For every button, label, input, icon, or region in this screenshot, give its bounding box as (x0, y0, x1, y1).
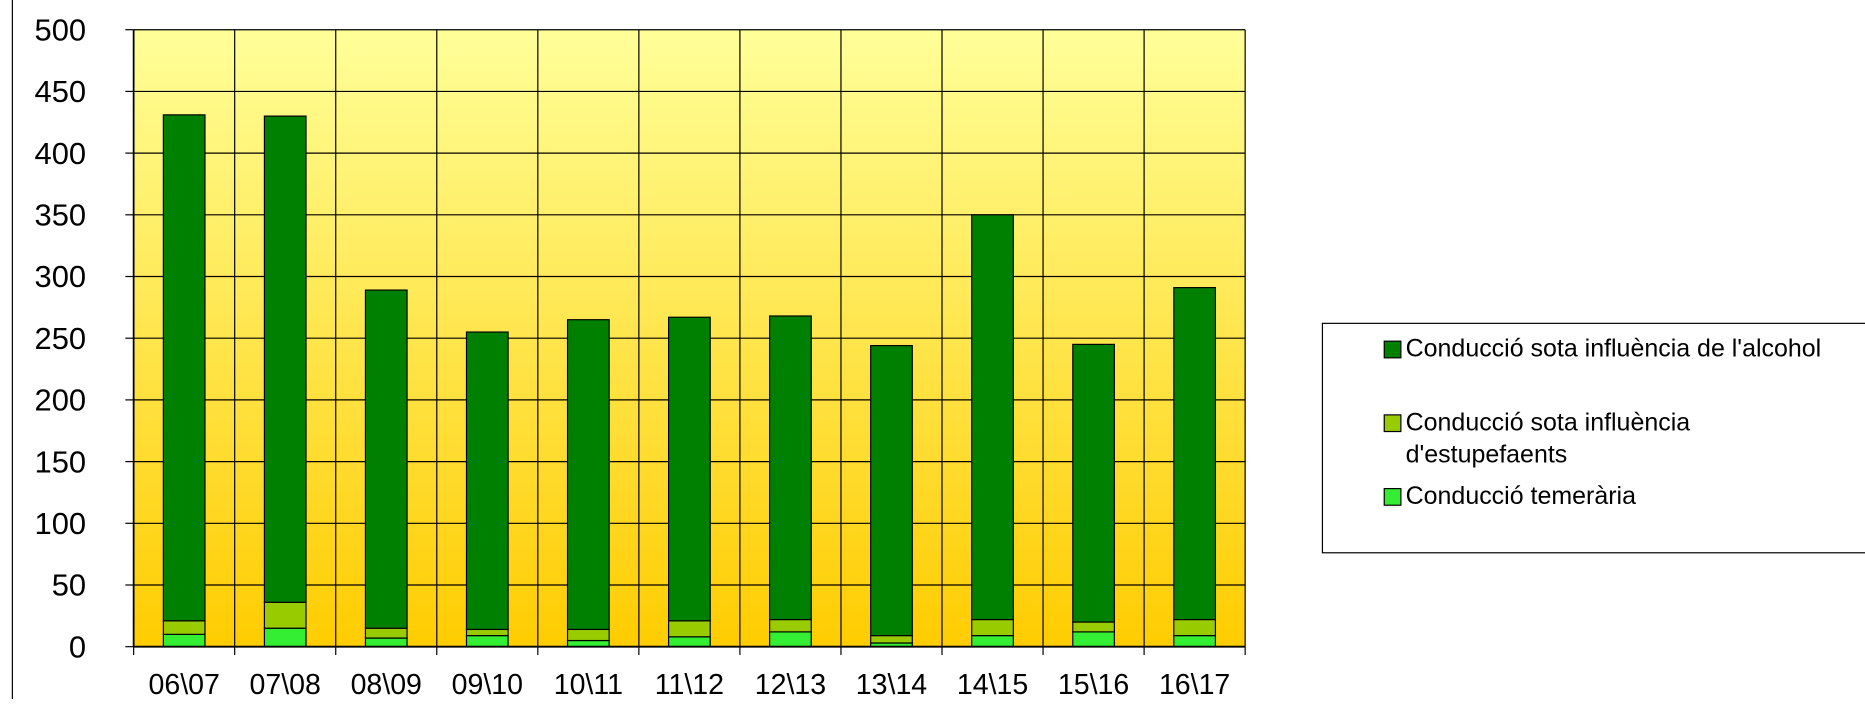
x-tick-label: 09\10 (452, 669, 523, 699)
bar-segment (566, 628, 610, 642)
bar-segment (971, 634, 1014, 648)
x-tick-label: 08\09 (351, 669, 422, 699)
bar-segment (263, 627, 307, 648)
legend-box (1321, 322, 1865, 554)
bar-segment (971, 618, 1014, 637)
grid (133, 29, 1246, 648)
x-tick-label: 11\12 (655, 669, 724, 699)
bar-segment (566, 319, 610, 631)
legend-label: Conducció temerària (1405, 482, 1636, 510)
x-tick-label: 15\16 (1058, 669, 1129, 699)
x-tick-label: 14\15 (957, 669, 1028, 699)
bar-segment (870, 634, 913, 644)
y-tick-label: 200 (35, 383, 87, 418)
legend-entry: Conducció sota influència d'estupefaents (1405, 408, 1691, 469)
bar-segment (769, 618, 812, 633)
bar-segment (465, 628, 509, 637)
y-tick-label: 400 (35, 136, 87, 171)
x-tick-label: 16\17 (1159, 669, 1230, 699)
y-tick-label: 350 (35, 198, 87, 233)
bar-segment (667, 636, 711, 648)
bar-segment (1173, 287, 1217, 621)
y-tick-label: 0 (69, 629, 86, 664)
bar-segment (364, 637, 408, 648)
x-tick-label: 06\07 (148, 669, 219, 699)
bar-segment (364, 289, 408, 629)
bar-segment (162, 620, 206, 635)
legend: Conducció sota influència de l'alcohol Co… (1383, 335, 1822, 510)
y-tick-label: 150 (35, 444, 87, 479)
bar-segment (1173, 634, 1217, 648)
bar-segment (870, 345, 913, 637)
axes: 0 50 100 150 200 250 300 350 400 450 500 06\07 07\08… (35, 12, 1246, 701)
x-tick-label: 12\13 (755, 669, 826, 699)
bar-segment (263, 601, 307, 629)
bar-segment (162, 633, 206, 648)
bar-segment (1072, 621, 1115, 633)
bar-segment (566, 639, 610, 648)
y-tick-label: 250 (35, 321, 87, 356)
y-tick-label: 50 (52, 568, 86, 603)
legend-swatch (1383, 340, 1402, 359)
y-tick-label: 500 (35, 12, 87, 47)
bars (162, 114, 1217, 648)
bar-segment (1173, 618, 1217, 637)
x-tick-label: 07\08 (250, 669, 321, 699)
legend-swatch (1383, 414, 1402, 433)
legend-entry: Conducció temerària (1405, 482, 1636, 510)
bar-segment (1072, 343, 1115, 623)
y-tick-label: 450 (35, 74, 87, 109)
legend-label: Conducció sota influència d'estupefaents (1405, 408, 1691, 469)
bar-segment (667, 316, 711, 622)
bar-segment (769, 631, 812, 648)
bar-segment (971, 214, 1014, 621)
bar-segment (769, 315, 812, 621)
bar-segment (1072, 631, 1115, 648)
y-tick-label: 300 (35, 259, 87, 294)
legend-swatch (1383, 487, 1402, 506)
bar-segment (465, 634, 509, 648)
bar-segment (263, 115, 307, 603)
x-tick-label: 13\14 (856, 669, 927, 699)
bar-segment (667, 620, 711, 638)
legend-label: Conducció sota influència de l'alcohol (1405, 335, 1822, 363)
x-tick-label: 10\11 (554, 669, 623, 699)
bar-segment (364, 627, 408, 639)
bar-segment (162, 114, 206, 622)
bar-segment (465, 331, 509, 631)
y-tick-label: 100 (35, 506, 87, 541)
legend-entry: Conducció sota influència de l'alcohol (1405, 335, 1822, 363)
